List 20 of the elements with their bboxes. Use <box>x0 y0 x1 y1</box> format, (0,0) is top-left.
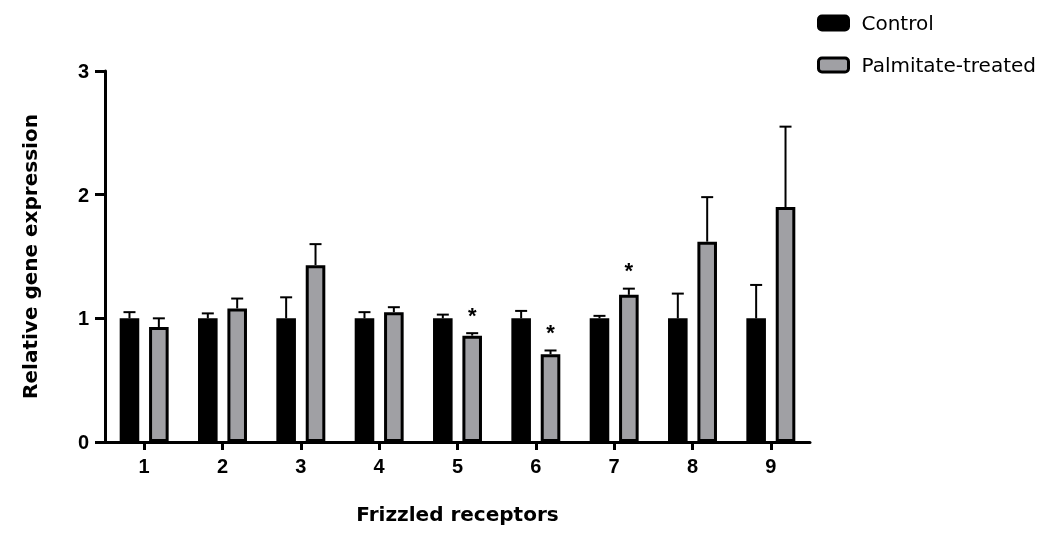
x-tick-label: 6 <box>530 455 542 477</box>
y-tick-label: 1 <box>77 307 89 330</box>
legend-label: Palmitate-treated <box>861 53 1037 77</box>
legend-label: Control <box>861 11 934 35</box>
x-tick-label: 7 <box>608 455 620 477</box>
x-tick-label: 8 <box>686 455 699 477</box>
data-label: * <box>624 258 634 284</box>
data-label: * <box>467 302 477 328</box>
y-axis-title: Relative gene expression <box>18 114 42 399</box>
x-tick-label: 3 <box>295 455 307 477</box>
x-tick-label: 4 <box>373 455 386 477</box>
y-tick-label: 0 <box>77 431 89 453</box>
x-tick-label: 1 <box>138 455 150 477</box>
x-tick-label: 2 <box>216 455 229 477</box>
y-tick-label: 2 <box>77 183 89 206</box>
y-tick-label: 3 <box>77 60 89 82</box>
x-tick-label: 5 <box>451 455 464 477</box>
data-label: * <box>546 319 556 345</box>
x-axis-title: Frizzled receptors <box>356 502 559 526</box>
x-tick-label: 9 <box>765 455 777 477</box>
